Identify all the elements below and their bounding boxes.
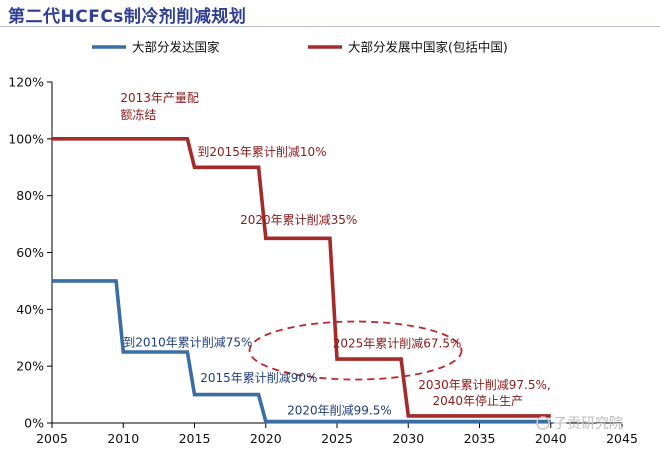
annotation-a2020r: 2020年累计削减35%: [240, 213, 357, 227]
highlight-ellipse: [248, 320, 463, 381]
watermark-text: 子贡研究院: [553, 416, 623, 432]
legend-label-0: 大部分发达国家: [132, 40, 220, 55]
chart-title: 第二代HCFCs制冷剂削减规划: [8, 7, 247, 27]
annotation-a2015r: 到2015年累计削减10%: [197, 145, 326, 159]
annotation-a2013b: 额冻结: [120, 107, 156, 122]
annotation-a2010b: 到2010年累计削减75%: [123, 335, 252, 349]
x-tick-label: 2035: [464, 431, 496, 446]
x-tick-label: 2020: [250, 431, 282, 446]
y-tick-label: 40%: [16, 302, 44, 317]
y-tick-label: 80%: [16, 188, 44, 203]
series-line-1: [52, 137, 551, 418]
annotation-a2030r1: 2030年累计削减97.5%,: [418, 378, 550, 392]
annotation-a2015b: 2015年累计削减90%: [200, 371, 317, 385]
annotation-a2020b: 2020年削减99.5%: [287, 403, 392, 417]
x-tick-label: 2010: [107, 431, 139, 446]
x-tick-label: 2025: [321, 431, 353, 446]
y-tick-label: 100%: [8, 131, 44, 146]
legend-label-1: 大部分发展中国家(包括中国): [348, 40, 508, 55]
x-tick-label: 2040: [535, 431, 567, 446]
y-tick-label: 20%: [16, 359, 44, 374]
title-divider: [0, 26, 660, 27]
x-tick-label: 2045: [606, 431, 638, 446]
annotation-a2030r2: 2040年停止生产: [432, 393, 523, 408]
x-tick-label: 2015: [179, 431, 211, 446]
annotation-a2013a: 2013年产量配: [120, 91, 199, 105]
y-tick-label: 120%: [8, 75, 44, 90]
series-line-0: [52, 279, 551, 424]
x-tick-label: 2030: [392, 431, 424, 446]
y-tick-label: 0%: [24, 416, 44, 431]
watermark-icon: [536, 416, 550, 430]
y-tick-label: 60%: [16, 245, 44, 260]
x-tick-label: 2005: [36, 431, 68, 446]
annotation-a2025r: 2025年累计削减67.5%: [333, 337, 462, 351]
